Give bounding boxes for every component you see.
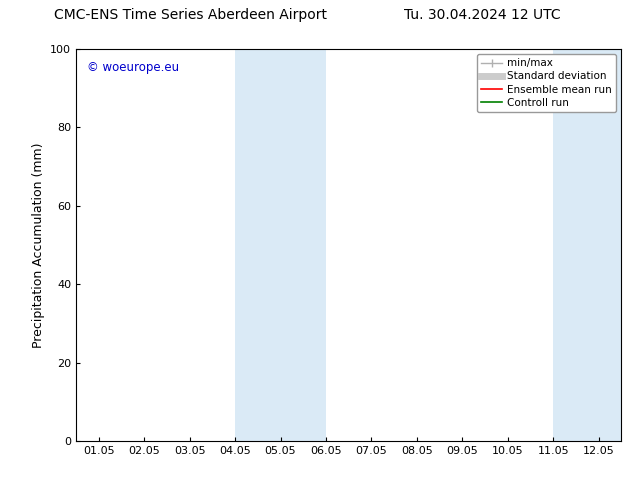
Text: © woeurope.eu: © woeurope.eu: [87, 61, 179, 74]
Bar: [553, 49, 621, 441]
Legend: min/max, Standard deviation, Ensemble mean run, Controll run: min/max, Standard deviation, Ensemble me…: [477, 54, 616, 112]
Text: Tu. 30.04.2024 12 UTC: Tu. 30.04.2024 12 UTC: [403, 8, 560, 22]
Bar: [235, 49, 326, 441]
Y-axis label: Precipitation Accumulation (mm): Precipitation Accumulation (mm): [32, 142, 44, 348]
Text: CMC-ENS Time Series Aberdeen Airport: CMC-ENS Time Series Aberdeen Airport: [54, 8, 327, 22]
